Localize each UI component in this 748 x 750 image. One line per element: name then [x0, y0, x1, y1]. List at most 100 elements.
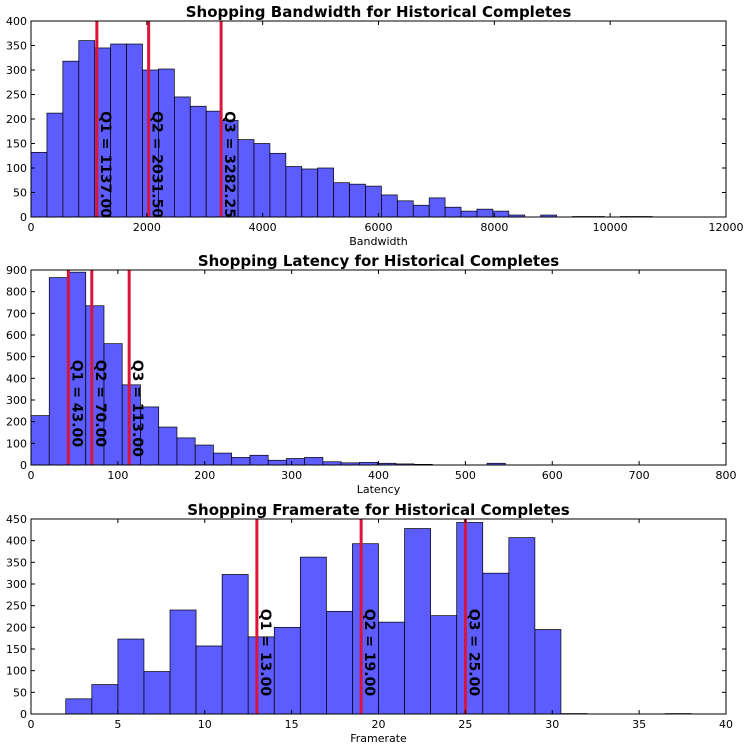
- histogram-bar: [117, 638, 145, 715]
- chart-title: Shopping Latency for Historical Complete…: [198, 252, 559, 270]
- x-tick-label: 2000: [133, 221, 161, 234]
- y-tick-label: 900: [6, 264, 27, 277]
- x-tick-label: 20: [372, 718, 386, 731]
- chart-panel-1: Q1 = 1137.00 Q2 = 2031.50 Q3 = 3282.25 0 200…: [6, 3, 744, 248]
- histogram-bar: [189, 105, 207, 218]
- y-tick-label: 200: [6, 416, 27, 429]
- y-tick-label: 200: [6, 113, 27, 126]
- x-tick-label: 400: [368, 469, 389, 482]
- y-tick-label: 300: [6, 394, 27, 407]
- y-tick-label: 150: [6, 138, 27, 151]
- quartile-label-q1: Q1 = 13.00: [257, 609, 273, 697]
- y-tick-label: 150: [6, 643, 27, 656]
- x-tick-label: 0: [28, 221, 35, 234]
- histogram-bar: [460, 210, 478, 218]
- y-tick-label: 50: [13, 686, 27, 699]
- quartile-label-q2: Q2 = 70.00: [92, 360, 108, 448]
- quartile-label-q3: Q3 = 25.00: [465, 609, 481, 697]
- x-tick-label: 800: [716, 469, 737, 482]
- y-tick-label: 450: [6, 513, 27, 526]
- histogram-bar: [65, 698, 93, 715]
- histogram-bar: [285, 166, 303, 218]
- x-tick-label: 10: [198, 718, 212, 731]
- histogram-bar: [247, 636, 275, 715]
- histogram-bar: [476, 208, 494, 218]
- chart-panel-2: Q1 = 43.00 Q2 = 70.00 Q3 = 113.00 0 100 200 30…: [6, 252, 737, 496]
- histogram-bar: [317, 167, 334, 218]
- chart-title: Shopping Framerate for Historical Comple…: [187, 501, 570, 519]
- histogram-bar: [46, 112, 64, 218]
- x-tick-label: 12000: [709, 221, 744, 234]
- histogram-bar: [286, 458, 306, 466]
- y-tick-label: 100: [6, 437, 27, 450]
- quartile-label-q3: Q3 = 113.00: [129, 360, 145, 457]
- y-tick-label: 50: [13, 187, 27, 200]
- histogram-bar: [78, 40, 96, 218]
- histogram-bar: [231, 457, 251, 466]
- x-tick-label: 700: [629, 469, 650, 482]
- x-tick-label: 600: [542, 469, 563, 482]
- x-axis-label: Bandwidth: [349, 235, 408, 248]
- chart-panel-3: Q1 = 13.00 Q2 = 19.00 Q3 = 25.00 0 5 10 15 20 25…: [6, 501, 733, 745]
- x-tick-label: 30: [545, 718, 559, 731]
- x-tick-label: 25: [458, 718, 472, 731]
- y-tick-label: 250: [6, 89, 27, 102]
- x-tick-label: 0: [28, 718, 35, 731]
- histogram-bar: [381, 194, 398, 218]
- y-tick-label: 0: [20, 708, 27, 721]
- x-tick-label: 4000: [249, 221, 277, 234]
- histogram-bar: [428, 197, 446, 218]
- histogram-bar: [349, 183, 366, 218]
- histogram-bar: [62, 60, 80, 218]
- x-tick-label: 5: [114, 718, 121, 731]
- chart-title: Shopping Bandwidth for Historical Comple…: [186, 3, 572, 21]
- y-tick-label: 400: [6, 15, 27, 28]
- histogram-bar: [444, 206, 462, 218]
- y-tick-label: 100: [6, 162, 27, 175]
- histogram-bar: [430, 615, 458, 715]
- y-tick-label: 700: [6, 307, 27, 320]
- histogram-bar: [333, 182, 350, 218]
- y-tick-label: 400: [6, 372, 27, 385]
- histogram-bar: [267, 459, 287, 466]
- x-axis-label: Framerate: [350, 732, 407, 745]
- x-tick-label: 500: [455, 469, 476, 482]
- histogram-bar: [48, 277, 68, 466]
- quartile-label-q2: Q2 = 19.00: [361, 609, 377, 697]
- quartile-label-q1: Q1 = 1137.00: [97, 111, 113, 218]
- y-tick-label: 300: [6, 578, 27, 591]
- x-axis-label: Latency: [357, 483, 401, 496]
- x-tick-label: 6000: [365, 221, 393, 234]
- x-tick-label: 8000: [480, 221, 508, 234]
- histogram-bar: [213, 452, 233, 466]
- histogram-bar: [352, 543, 379, 715]
- histogram-bar: [299, 556, 327, 715]
- histogram-bar: [221, 574, 249, 715]
- x-tick-label: 15: [285, 718, 299, 731]
- y-tick-label: 350: [6, 556, 27, 569]
- histogram-bar: [91, 684, 119, 715]
- y-tick-label: 500: [6, 351, 27, 364]
- y-tick-label: 0: [20, 211, 27, 224]
- quartile-label-q1: Q1 = 43.00: [68, 360, 84, 448]
- y-tick-label: 200: [6, 621, 27, 634]
- y-tick-label: 250: [6, 600, 27, 613]
- histogram-bar: [173, 96, 191, 218]
- x-tick-label: 40: [719, 718, 733, 731]
- histogram-bar: [169, 609, 197, 715]
- histogram-bar: [30, 151, 48, 218]
- histogram-bar: [143, 671, 171, 715]
- histogram-bar: [508, 537, 536, 715]
- quartile-label-q2: Q2 = 2031.50: [149, 111, 165, 218]
- histogram-bar: [269, 152, 287, 218]
- y-tick-label: 400: [6, 535, 27, 548]
- histogram-bar: [195, 645, 223, 715]
- y-tick-label: 600: [6, 329, 27, 342]
- x-tick-label: 100: [107, 469, 128, 482]
- x-tick-label: 200: [194, 469, 215, 482]
- histogram-bar: [304, 457, 324, 466]
- histogram-bar: [237, 139, 255, 218]
- histogram-bar: [365, 185, 382, 218]
- histogram-bar: [412, 204, 430, 218]
